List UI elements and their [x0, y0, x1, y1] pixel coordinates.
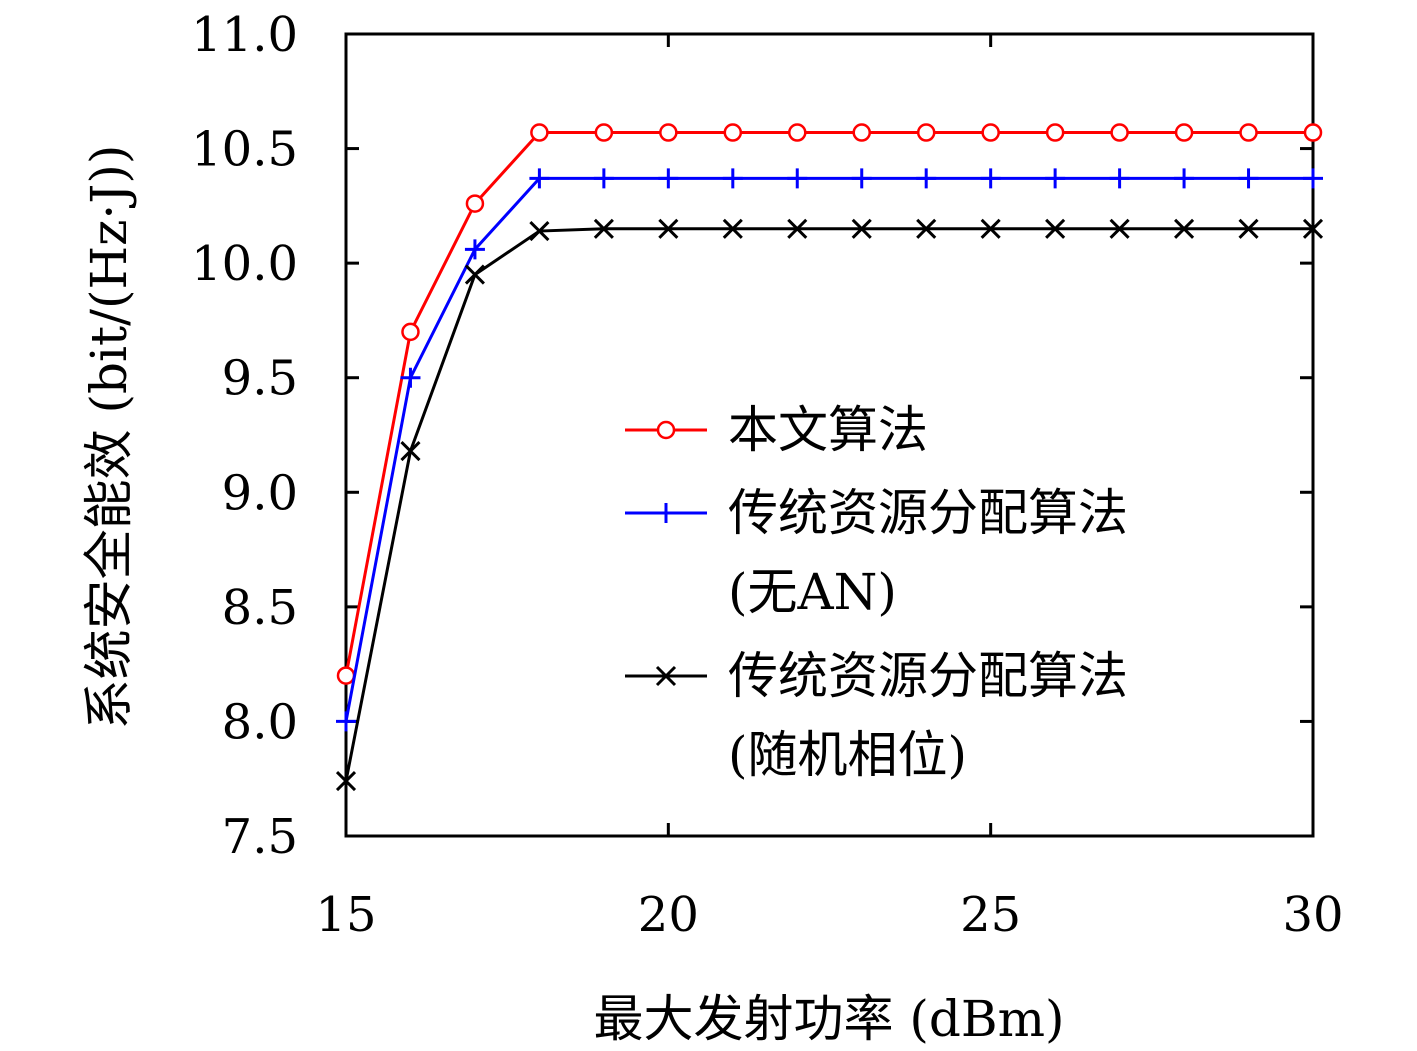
data-point: [464, 239, 485, 260]
y-tick-label: 9.5: [222, 351, 298, 407]
data-point: [529, 221, 550, 242]
y-tick-label: 9.0: [222, 465, 298, 521]
data-point: [1174, 168, 1195, 189]
data-point: [400, 440, 421, 462]
data-point: [659, 123, 678, 142]
data-point: [1238, 218, 1259, 239]
data-point: [916, 218, 937, 239]
data-point: [1045, 168, 1066, 189]
data-point: [852, 123, 871, 142]
legend-label: 本文算法: [728, 401, 928, 459]
data-point: [1045, 123, 1065, 142]
series-line: [344, 227, 1313, 782]
data-point: [658, 218, 679, 239]
data-point: [401, 322, 420, 342]
series-line: [344, 176, 1313, 722]
x-tick-label: 25: [960, 887, 1021, 943]
data-point: [335, 770, 357, 792]
x-tick-label: 30: [1282, 887, 1343, 943]
data-point: [1303, 168, 1323, 189]
data-point: [916, 123, 936, 142]
y-tick-label: 10.5: [191, 122, 298, 178]
data-point: [1239, 123, 1258, 142]
data-point: [787, 168, 808, 189]
data-point: [980, 168, 1001, 189]
data-point: [1174, 218, 1195, 239]
data-point: [1109, 168, 1130, 189]
data-point: [400, 367, 421, 388]
data-point: [723, 123, 743, 142]
data-point: [593, 168, 614, 189]
y-tick-label: 8.0: [222, 694, 298, 750]
legend-label: (随机相位): [728, 726, 967, 784]
data-point: [1110, 123, 1129, 142]
plot-frame: [344, 32, 1315, 838]
data-point: [529, 168, 550, 189]
data-point: [722, 168, 743, 189]
x-axis-label: 最大发射功率 (dBm): [593, 990, 1064, 1048]
data-point: [655, 665, 677, 687]
y-tick-label: 8.5: [222, 580, 298, 636]
data-point: [980, 218, 1001, 239]
data-point: [1045, 218, 1066, 239]
y-axis-label: 系统安全能效 (bit/(Hz·J)): [80, 145, 138, 730]
data-point: [465, 194, 485, 213]
data-point: [336, 666, 356, 685]
data-point: [1238, 168, 1259, 189]
data-point: [788, 123, 807, 142]
data-point: [656, 420, 676, 440]
data-point: [464, 264, 485, 285]
data-point: [1303, 123, 1323, 142]
data-point: [594, 123, 614, 142]
y-tick-label: 10.0: [191, 236, 298, 292]
data-point: [916, 168, 937, 189]
data-point: [851, 168, 872, 189]
data-point: [593, 218, 614, 239]
data-point: [656, 503, 676, 523]
data-point: [722, 218, 743, 239]
data-point: [1302, 218, 1324, 239]
data-point: [851, 218, 872, 239]
x-tick-label: 15: [315, 887, 376, 943]
data-point: [336, 711, 356, 732]
data-point: [530, 123, 549, 142]
data-point: [658, 168, 679, 189]
y-tick-label: 11.0: [191, 7, 298, 63]
data-point: [787, 218, 808, 239]
legend-label: 传统资源分配算法: [728, 484, 1128, 542]
legend-label: 传统资源分配算法: [728, 647, 1128, 705]
data-point: [1109, 218, 1130, 239]
legend-label: (无AN): [728, 563, 897, 621]
data-point: [1174, 123, 1194, 142]
data-point: [981, 123, 1000, 142]
x-tick-label: 20: [638, 887, 699, 943]
series-line: [344, 131, 1313, 676]
y-tick-label: 7.5: [222, 809, 298, 865]
